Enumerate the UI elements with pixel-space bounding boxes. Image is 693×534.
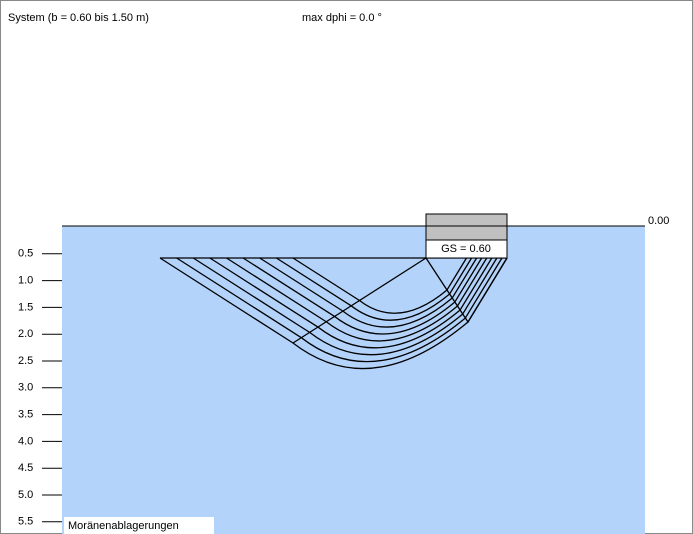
depth-tick-label: 4.0 <box>18 435 33 447</box>
failure-surface <box>259 257 478 328</box>
depth-tick-label: 1.5 <box>18 301 33 313</box>
depth-tick-label: 5.0 <box>18 489 33 501</box>
foundation <box>425 213 508 241</box>
foundation-label: GS = 0.60 <box>441 243 491 255</box>
failure-surface <box>242 257 483 335</box>
failure-surface <box>192 257 498 356</box>
failure-surface <box>176 257 503 363</box>
failure-surface <box>226 257 488 342</box>
dphi-label: max dphi = 0.0 ° <box>302 12 382 24</box>
ground-label: 0.00 <box>648 215 669 227</box>
failure-surface <box>209 257 493 349</box>
depth-tick-label: 1.0 <box>18 275 33 287</box>
depth-tick-label: 2.0 <box>18 328 33 340</box>
system-label: System (b = 0.60 bis 1.50 m) <box>8 12 149 24</box>
soil <box>62 226 645 534</box>
depth-tick-label: 4.5 <box>18 462 33 474</box>
soil-label-box <box>64 517 214 534</box>
failure-surface <box>292 257 468 314</box>
soil-label: Moränenablagerungen <box>68 520 179 532</box>
depth-tick-label: 0.5 <box>18 248 33 260</box>
depth-tick-label: 3.0 <box>18 382 33 394</box>
depth-tick-label: 2.5 <box>18 355 33 367</box>
foundation-label-box <box>425 239 508 259</box>
depth-tick-label: 5.5 <box>18 516 33 528</box>
depth-tick-label: 3.5 <box>18 409 33 421</box>
failure-surface <box>276 257 473 321</box>
failure-surfaces <box>159 257 508 370</box>
failure-surface <box>159 257 508 370</box>
